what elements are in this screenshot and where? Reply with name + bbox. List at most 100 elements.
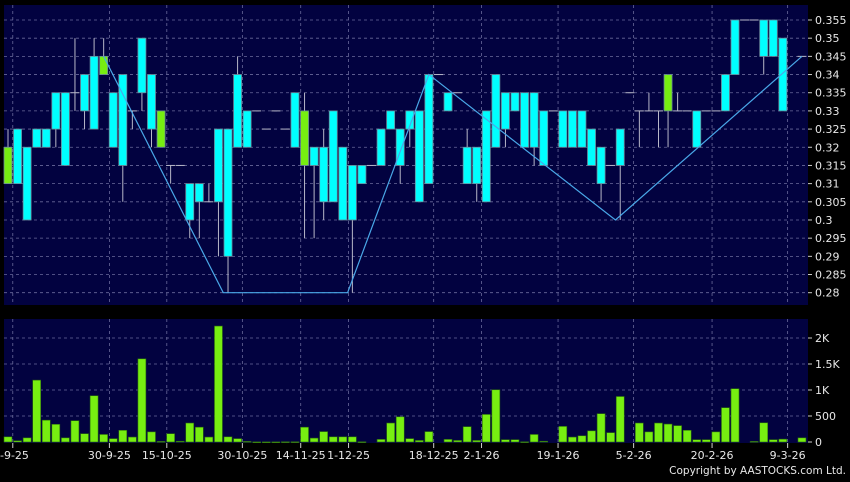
volume-bar	[415, 440, 424, 443]
candle-body	[137, 37, 147, 94]
candle-body	[290, 92, 300, 148]
volume-bar	[166, 433, 175, 443]
volume-bar	[242, 441, 252, 443]
volume-bar	[443, 439, 453, 443]
date-tick-label: 1-12-25	[327, 449, 370, 462]
candle-body	[395, 128, 405, 166]
volume-bar	[156, 441, 166, 443]
volume-bar	[596, 413, 606, 443]
candle	[137, 37, 147, 111]
candle	[587, 128, 596, 166]
candle	[634, 110, 644, 148]
candle-body	[510, 92, 520, 112]
volume-bar	[539, 440, 548, 443]
volume-bar	[529, 434, 539, 443]
volume-bar	[281, 441, 290, 443]
candle-body	[99, 55, 109, 75]
candle-body	[89, 55, 99, 130]
candle	[395, 128, 405, 184]
volume-axis: 2K 1.5K 1K 500 0	[808, 332, 840, 449]
candle-body	[759, 19, 769, 57]
candle-body	[386, 110, 396, 130]
candle	[300, 92, 309, 239]
volume-bar	[99, 434, 108, 443]
volume-bar	[376, 439, 386, 443]
candle	[539, 110, 549, 166]
candle	[491, 74, 501, 148]
candle-body	[462, 146, 472, 185]
volume-bar	[673, 425, 682, 443]
candle-body	[376, 128, 386, 166]
candle-body	[338, 146, 348, 221]
candle	[730, 19, 740, 75]
volume-bar	[13, 440, 22, 443]
volume-bar	[22, 437, 32, 443]
volume-bar	[462, 426, 472, 443]
candle-body	[491, 74, 501, 148]
volume-bar	[348, 436, 357, 443]
price-tick-label: 0.32	[815, 141, 840, 154]
date-axis: -9-25 30-9-25 15-10-25 30-10-25 14-11-25 1-12…	[0, 443, 806, 462]
candle	[290, 92, 300, 148]
volume-bar	[32, 379, 41, 443]
candles	[3, 19, 807, 293]
candle	[472, 146, 482, 202]
candle-body	[768, 19, 778, 57]
candle-body	[587, 128, 596, 166]
candle	[166, 164, 176, 184]
candle	[558, 110, 568, 148]
candle	[242, 110, 252, 148]
price-tick-label: 0.34	[815, 69, 840, 82]
candle-body	[443, 92, 453, 112]
candle-body	[567, 110, 577, 148]
zigzag-line	[103, 55, 803, 294]
price-tick-label: 0.315	[815, 159, 847, 172]
volume-bar	[147, 431, 156, 443]
volume-bar	[711, 431, 721, 443]
candle	[22, 146, 32, 221]
candle-body	[520, 92, 529, 148]
candle-body	[22, 146, 32, 221]
candle	[319, 129, 329, 220]
candle	[80, 74, 89, 130]
candle	[663, 74, 673, 148]
volume-bar	[520, 441, 529, 443]
volume-bar	[501, 439, 510, 443]
candle-body	[233, 74, 242, 148]
candle-body	[328, 110, 338, 203]
candle	[185, 183, 195, 239]
volume-bar	[61, 437, 70, 443]
price-grid	[4, 5, 808, 305]
candle	[89, 38, 99, 130]
candle	[778, 37, 788, 112]
volume-bar	[233, 438, 242, 443]
candle	[577, 110, 587, 148]
volume-bar	[3, 436, 13, 443]
volume-bar	[309, 437, 319, 443]
candle-body	[405, 110, 415, 130]
volume-bar	[405, 438, 415, 443]
candle	[721, 74, 730, 112]
candle	[156, 110, 166, 148]
price-tick-label: 0.35	[815, 32, 840, 45]
candle	[108, 92, 118, 148]
volume-bar	[395, 416, 405, 443]
volume-tick-label: 1.5K	[815, 358, 840, 371]
candle	[60, 92, 70, 166]
volume-bar	[491, 389, 501, 443]
candle	[41, 128, 51, 148]
volume-bar	[328, 436, 338, 443]
candle-body	[41, 128, 51, 148]
volume-bar	[386, 422, 395, 443]
candle	[194, 183, 204, 239]
volume-bar	[80, 433, 89, 443]
volume-bar	[587, 430, 596, 443]
volume-bar	[606, 432, 615, 443]
candle	[376, 128, 386, 166]
price-tick-label: 0.29	[815, 250, 840, 263]
date-tick-label: 18-12-25	[409, 449, 459, 462]
candle	[233, 56, 242, 148]
volume-bar	[510, 439, 520, 443]
volume-bar	[70, 420, 80, 443]
